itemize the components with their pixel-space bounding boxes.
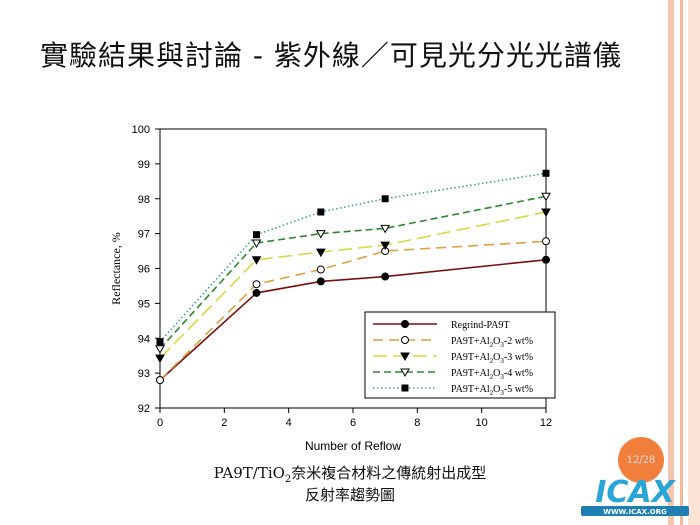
legend-label-part: O [493, 368, 500, 379]
data-point [155, 345, 165, 354]
data-point [380, 224, 391, 234]
legend-marker [400, 352, 410, 362]
y-tick-label: 94 [138, 333, 150, 345]
legend-label-part: O [493, 336, 500, 347]
legend-label-part: O [493, 352, 500, 363]
x-axis-label: Number of Reflow [305, 439, 401, 453]
caption-text: PA9T/TiO [213, 464, 285, 482]
caption-text: 奈米複合材料之傳統射出成型 [291, 464, 487, 482]
data-point [316, 265, 325, 274]
legend-label-part: -4 wt% [504, 368, 533, 379]
legend-label-part: 2 [490, 341, 494, 349]
legend-label-part: -5 wt% [504, 384, 533, 395]
legend-label: PA9T+Al2O3-2 wt% [451, 336, 533, 349]
icax-logo: ICAX WWW.ICAX.ORG [581, 475, 689, 516]
legend-label-part: 3 [500, 357, 504, 365]
legend-label-part: 3 [500, 389, 504, 397]
data-point [542, 169, 550, 177]
legend-box [364, 311, 556, 399]
slide-border-stripe [680, 0, 683, 525]
y-tick-label: 97 [138, 229, 150, 241]
x-tick-label: 12 [540, 417, 552, 429]
data-point [380, 241, 391, 251]
legend-label-part: -2 wt% [504, 336, 533, 347]
caption-subscript: 2 [284, 474, 292, 485]
x-tick-label: 2 [221, 417, 227, 429]
y-tick-label: 92 [138, 403, 150, 415]
data-point [381, 195, 389, 203]
legend-label: PA9T+Al2O3-5 wt% [451, 384, 533, 397]
data-point [542, 237, 550, 246]
slide-title: 實驗結果與討論 - 紫外線／可見光分光光譜儀 [40, 39, 622, 72]
data-point [541, 192, 551, 202]
legend-marker [400, 368, 410, 378]
y-tick-label: 100 [132, 124, 150, 136]
legend-label-part: 3 [500, 341, 504, 349]
legend-marker [401, 336, 409, 344]
y-tick-label: 93 [138, 368, 150, 380]
y-tick-label: 99 [138, 159, 150, 171]
x-tick-label: 6 [350, 417, 356, 429]
data-point [252, 288, 261, 297]
legend-label-part: -3 wt% [504, 352, 533, 363]
data-point [253, 231, 260, 239]
series-line-1 [159, 240, 547, 381]
data-point [156, 338, 164, 346]
svg-text:ICAX: ICAX [595, 475, 676, 510]
data-point [316, 277, 325, 286]
y-tick-label: 98 [138, 194, 150, 206]
legend-label-part: PA9T+Al [451, 336, 490, 347]
legend-label-part: PA9T+Al [451, 368, 490, 379]
slide-border-stripe [688, 0, 700, 525]
legend-label: PA9T+Al2O3-4 wt% [451, 368, 533, 381]
data-point [252, 280, 261, 289]
slide-border-stripe [668, 0, 674, 525]
x-tick-label: 0 [157, 417, 163, 429]
legend-marker [401, 384, 409, 392]
data-point [381, 272, 390, 281]
data-point [317, 208, 325, 216]
data-point [156, 376, 164, 385]
figure-caption-line1: PA9T/TiO2奈米複合材料之傳統射出成型 [0, 462, 700, 485]
legend-label-part: 2 [490, 389, 494, 397]
legend-label-part: PA9T+Al [451, 352, 490, 363]
legend-label-part: O [493, 384, 500, 395]
x-tick-label: 8 [414, 417, 420, 429]
y-axis-label: Reflectance, % [109, 232, 123, 305]
legend-marker [401, 320, 409, 328]
figure-caption-line2: 反射率趨勢圖 [304, 486, 395, 504]
data-point [155, 354, 165, 364]
legend-label-part: PA9T+Al [451, 384, 490, 395]
data-point [315, 230, 326, 239]
page-number-badge: 12/28 [618, 437, 664, 483]
legend-label-part: 3 [500, 373, 504, 381]
svg-text:WWW.ICAX.ORG: WWW.ICAX.ORG [603, 508, 667, 516]
y-tick-label: 96 [138, 264, 150, 276]
x-tick-label: 10 [476, 417, 488, 429]
x-tick-label: 4 [286, 417, 292, 429]
legend-label-part: 2 [490, 357, 494, 365]
data-point [542, 255, 550, 264]
y-tick-label: 95 [138, 298, 150, 310]
data-point [541, 208, 551, 218]
legend-label: Regrind-PA9T [451, 320, 510, 331]
data-point [251, 256, 262, 265]
data-point [315, 248, 326, 258]
legend-label: PA9T+Al2O3-3 wt% [451, 352, 533, 365]
legend-label-part: 2 [490, 373, 494, 381]
data-point [251, 239, 262, 249]
